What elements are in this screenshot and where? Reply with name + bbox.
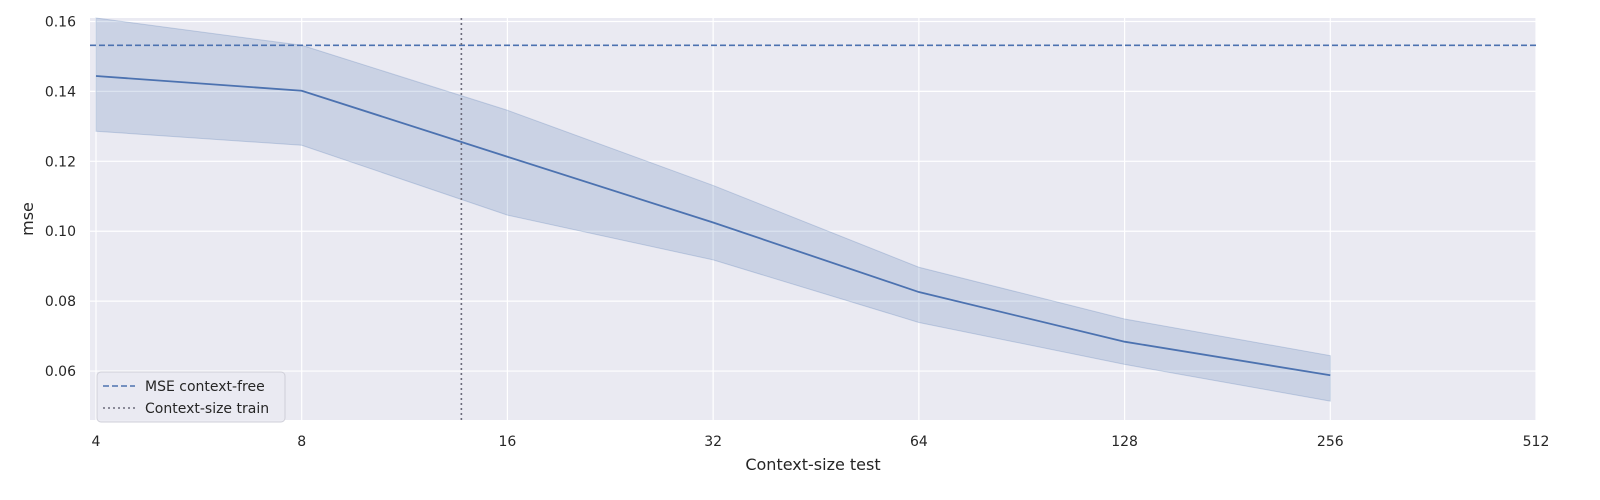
y-tick-label: 0.16 — [45, 14, 76, 30]
x-tick-labels: 4 8 16 32 64 128 256 512 — [92, 434, 1550, 450]
x-tick-label: 512 — [1523, 434, 1550, 450]
legend-box — [96, 371, 286, 423]
x-tick-label: 8 — [297, 434, 306, 450]
y-tick-label: 0.12 — [45, 154, 76, 170]
x-tick-label: 32 — [704, 434, 722, 450]
y-tick-label: 0.10 — [45, 224, 76, 240]
y-axis-label: mse — [18, 202, 37, 236]
plot-area — [90, 18, 1536, 420]
x-tick-label: 16 — [499, 434, 517, 450]
legend: MSE context-free Context-size train — [96, 371, 286, 423]
x-tick-label: 256 — [1317, 434, 1344, 450]
confidence-band — [95, 17, 1331, 402]
mse-series-line — [95, 75, 1331, 377]
y-tick-label: 0.06 — [45, 364, 76, 380]
y-tick-labels: 0.06 0.08 0.10 0.12 0.14 0.16 — [45, 14, 76, 380]
x-tick-label: 4 — [92, 434, 101, 450]
y-tick-label: 0.14 — [45, 84, 76, 100]
grid-lines — [90, 18, 1537, 420]
x-axis-label: Context-size test — [745, 455, 880, 474]
legend-entry-context-size-train: Context-size train — [145, 401, 269, 417]
x-tick-label: 128 — [1111, 434, 1138, 450]
y-tick-label: 0.08 — [45, 294, 76, 310]
legend-entry-mse-context-free: MSE context-free — [145, 379, 265, 395]
x-tick-label: 64 — [910, 434, 928, 450]
